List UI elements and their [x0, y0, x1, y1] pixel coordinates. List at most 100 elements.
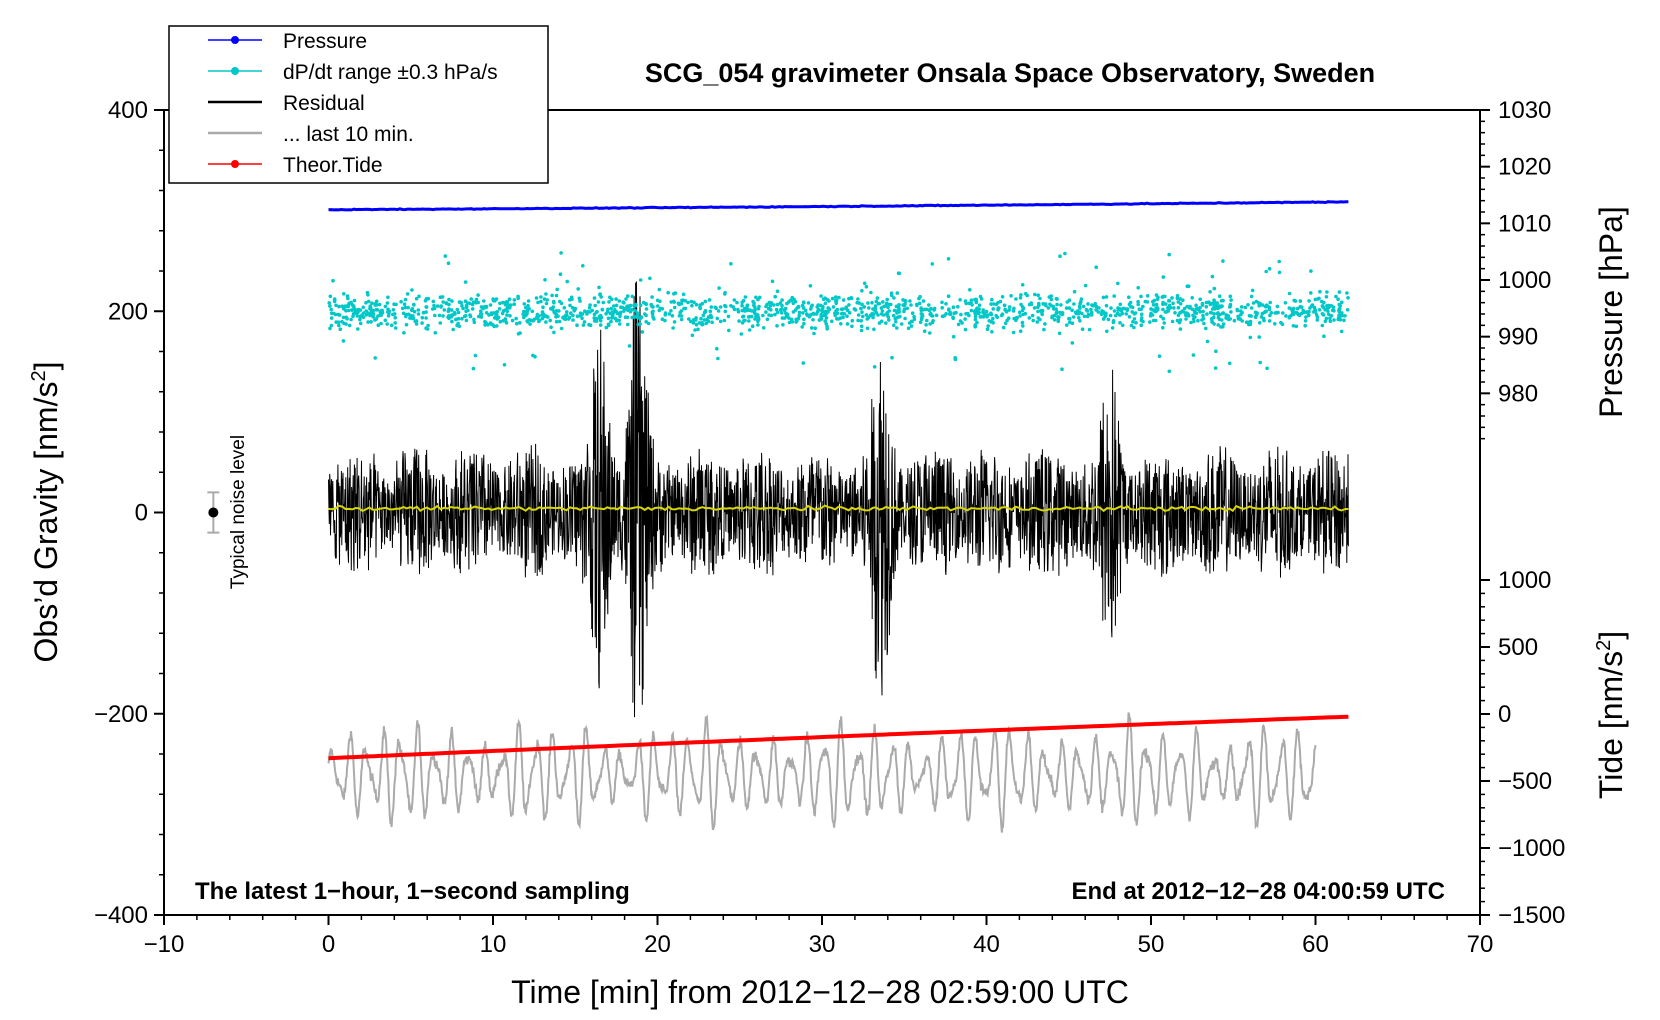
- dpdt-point: [1228, 294, 1233, 299]
- dpdt-point: [1238, 317, 1243, 322]
- dpdt-point: [514, 316, 518, 321]
- dpdt-point: [622, 307, 627, 311]
- dpdt-point: [534, 296, 539, 300]
- dpdt-point: [1248, 335, 1253, 340]
- x-tick-label: 50: [1138, 931, 1165, 958]
- dpdt-point: [794, 320, 798, 324]
- dpdt-point: [1040, 308, 1045, 313]
- dpdt-point: [449, 308, 454, 312]
- dpdt-point: [580, 316, 584, 321]
- dpdt-point: [1339, 329, 1344, 334]
- dpdt-point: [1006, 316, 1011, 321]
- dpdt-point: [834, 295, 838, 299]
- dpdt-point: [837, 295, 841, 300]
- dpdt-point: [1097, 306, 1101, 310]
- dpdt-point: [859, 306, 863, 311]
- pressure-tick-label: 990: [1498, 324, 1538, 351]
- dpdt-point: [1221, 311, 1225, 315]
- dpdt-point: [439, 305, 443, 309]
- dpdt-point: [691, 321, 696, 325]
- dpdt-point: [1184, 317, 1188, 321]
- dpdt-point: [718, 319, 723, 324]
- dpdt-point: [438, 295, 443, 300]
- dpdt-point: [895, 291, 900, 295]
- legend-label: dP/dt range ±0.3 hPa/s: [283, 61, 498, 84]
- dpdt-point: [1132, 325, 1136, 330]
- dpdt-point: [1323, 319, 1328, 324]
- dpdt-point: [1193, 310, 1198, 315]
- dpdt-point: [1145, 294, 1150, 298]
- dpdt-point: [619, 305, 623, 310]
- dpdt-point: [702, 318, 707, 322]
- dpdt-point: [1114, 313, 1118, 318]
- dpdt-point: [1129, 304, 1133, 309]
- dpdt-point: [736, 309, 741, 314]
- dpdt-point: [466, 308, 470, 313]
- dpdt-point: [1152, 298, 1157, 303]
- dpdt-point: [410, 288, 414, 292]
- dpdt-point: [403, 305, 408, 310]
- dpdt-point: [438, 321, 443, 325]
- x-tick-label: −10: [144, 931, 185, 958]
- dpdt-point: [549, 325, 553, 330]
- dpdt-point: [779, 311, 784, 315]
- dpdt-point: [922, 329, 927, 334]
- dpdt-point: [1321, 313, 1326, 317]
- dpdt-point: [525, 310, 529, 314]
- dpdt-point: [358, 317, 362, 322]
- dpdt-point: [912, 317, 917, 322]
- dpdt-point: [1118, 302, 1123, 307]
- x-tick-label: 60: [1302, 931, 1329, 958]
- series-residual-mean: [328, 504, 1349, 513]
- dpdt-point: [1104, 295, 1109, 299]
- dpdt-point: [655, 304, 660, 308]
- dpdt-point: [1284, 314, 1288, 318]
- dpdt-point: [1048, 302, 1052, 307]
- dpdt-point: [578, 299, 582, 303]
- dpdt-point: [929, 311, 933, 316]
- dpdt-point: [404, 322, 409, 327]
- dpdt-point: [1210, 320, 1214, 324]
- tide-tick-label: −500: [1498, 768, 1552, 795]
- dpdt-point: [525, 320, 530, 324]
- dpdt-point: [1046, 306, 1051, 310]
- dpdt-point: [924, 307, 929, 312]
- dpdt-point: [892, 323, 896, 328]
- dpdt-point: [1322, 300, 1326, 305]
- dpdt-point: [615, 311, 620, 316]
- dpdt-point: [1268, 313, 1272, 318]
- dpdt-point: [1310, 303, 1315, 307]
- dpdt-point: [768, 304, 773, 308]
- dpdt-point: [747, 319, 751, 323]
- dpdt-point: [716, 356, 720, 361]
- dpdt-point: [1089, 307, 1093, 312]
- dpdt-point: [1226, 314, 1231, 318]
- dpdt-point: [558, 272, 563, 277]
- x-axis-title: Time [min] from 2012−12−28 02:59:00 UTC: [511, 974, 1129, 1010]
- dpdt-point: [609, 319, 613, 324]
- dpdt-point: [447, 297, 451, 302]
- dpdt-point: [571, 318, 575, 322]
- dpdt-point: [1154, 302, 1159, 307]
- dpdt-point: [884, 321, 888, 325]
- dpdt-point: [797, 313, 801, 318]
- dpdt-point: [328, 304, 332, 308]
- dpdt-point: [767, 313, 771, 317]
- legend-marker: [231, 160, 239, 168]
- dpdt-point: [845, 314, 849, 319]
- dpdt-point: [1212, 298, 1216, 303]
- dpdt-point: [757, 304, 761, 309]
- dpdt-point: [1264, 269, 1268, 274]
- dpdt-point: [871, 307, 875, 311]
- dpdt-point: [819, 294, 823, 298]
- dpdt-point: [417, 294, 421, 299]
- dpdt-point: [889, 291, 894, 296]
- dpdt-point: [352, 298, 357, 303]
- dpdt-point: [1104, 303, 1109, 308]
- dpdt-point: [1201, 313, 1205, 318]
- dpdt-point: [770, 279, 775, 284]
- dpdt-point: [364, 313, 369, 317]
- dpdt-point: [354, 311, 359, 316]
- dpdt-point: [1200, 318, 1204, 322]
- legend-label: Pressure: [283, 30, 367, 53]
